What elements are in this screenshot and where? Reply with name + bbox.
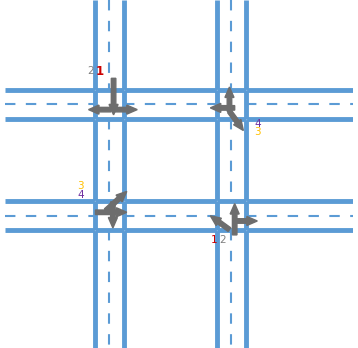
- FancyArrow shape: [228, 110, 243, 130]
- FancyArrow shape: [96, 208, 127, 217]
- Bar: [217, 201, 246, 230]
- FancyArrow shape: [230, 204, 239, 235]
- FancyArrow shape: [108, 202, 117, 228]
- Text: 2: 2: [87, 66, 93, 76]
- Text: 2: 2: [219, 235, 226, 245]
- FancyArrow shape: [88, 105, 111, 114]
- Bar: [95, 90, 124, 119]
- Text: 3: 3: [254, 127, 261, 137]
- FancyArrow shape: [235, 216, 257, 226]
- FancyArrow shape: [115, 105, 137, 114]
- Text: 3: 3: [78, 181, 84, 191]
- Text: 1: 1: [211, 235, 217, 245]
- FancyArrow shape: [109, 78, 118, 115]
- FancyArrow shape: [210, 103, 235, 112]
- FancyArrow shape: [105, 191, 127, 212]
- FancyArrow shape: [225, 87, 234, 111]
- FancyArrow shape: [210, 216, 231, 231]
- Text: 1: 1: [96, 65, 104, 78]
- Bar: [95, 201, 124, 230]
- Text: 4: 4: [78, 190, 84, 200]
- Text: 4: 4: [254, 119, 261, 128]
- Bar: [217, 90, 246, 119]
